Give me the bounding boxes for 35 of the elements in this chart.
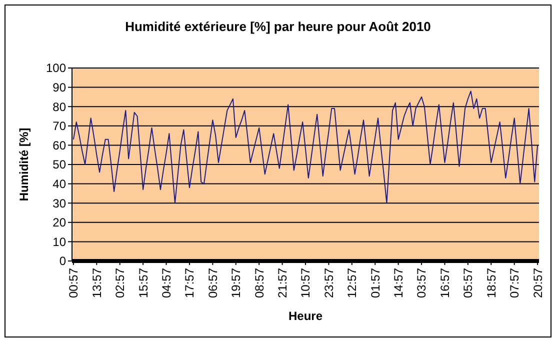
- x-tick-label: 20:57: [530, 268, 545, 298]
- y-tick-label: 30: [52, 196, 66, 210]
- y-tick-label: 60: [52, 138, 66, 152]
- y-tick-label: 0: [59, 254, 66, 268]
- x-tick-label: 15:57: [136, 268, 150, 298]
- x-tick-label: 10:57: [298, 268, 313, 298]
- y-tick-label: 100: [46, 61, 66, 76]
- x-tick-label: 21:57: [275, 268, 290, 298]
- y-tick-label: 70: [52, 119, 66, 134]
- chart-title: Humidité extérieure [%] par heure pour Août 2010: [125, 19, 431, 34]
- x-tick-label: 04:57: [159, 268, 174, 298]
- x-tick-label: 17:57: [182, 268, 197, 298]
- x-tick-label: 14:57: [392, 268, 406, 298]
- x-tick-label: 00:57: [66, 268, 81, 298]
- y-tick-label: 20: [52, 216, 66, 230]
- y-tick-label: 10: [52, 234, 66, 249]
- x-tick-label: 03:57: [414, 268, 429, 298]
- y-tick-label: 50: [52, 158, 66, 172]
- x-tick-label: 16:57: [438, 268, 452, 298]
- x-tick-label: 07:57: [508, 268, 522, 298]
- y-tick-label: 80: [52, 100, 66, 114]
- x-tick-label: 02:57: [113, 268, 128, 298]
- x-axis-title: Heure: [288, 309, 323, 323]
- x-tick-label: 23:57: [322, 268, 336, 298]
- x-tick-label: 05:57: [461, 268, 476, 298]
- x-tick-label: 13:57: [90, 268, 104, 298]
- x-tick-label: 08:57: [252, 268, 266, 298]
- y-tick-label: 90: [52, 80, 66, 94]
- x-tick-label: 06:57: [206, 268, 220, 298]
- y-tick-label: 40: [52, 177, 66, 191]
- x-tick-label: 19:57: [229, 268, 244, 298]
- x-tick-label: 18:57: [484, 268, 498, 298]
- x-tick-label: 12:57: [345, 268, 360, 298]
- x-tick-label: 01:57: [368, 268, 382, 298]
- y-axis-title: Humidité [%]: [17, 128, 31, 202]
